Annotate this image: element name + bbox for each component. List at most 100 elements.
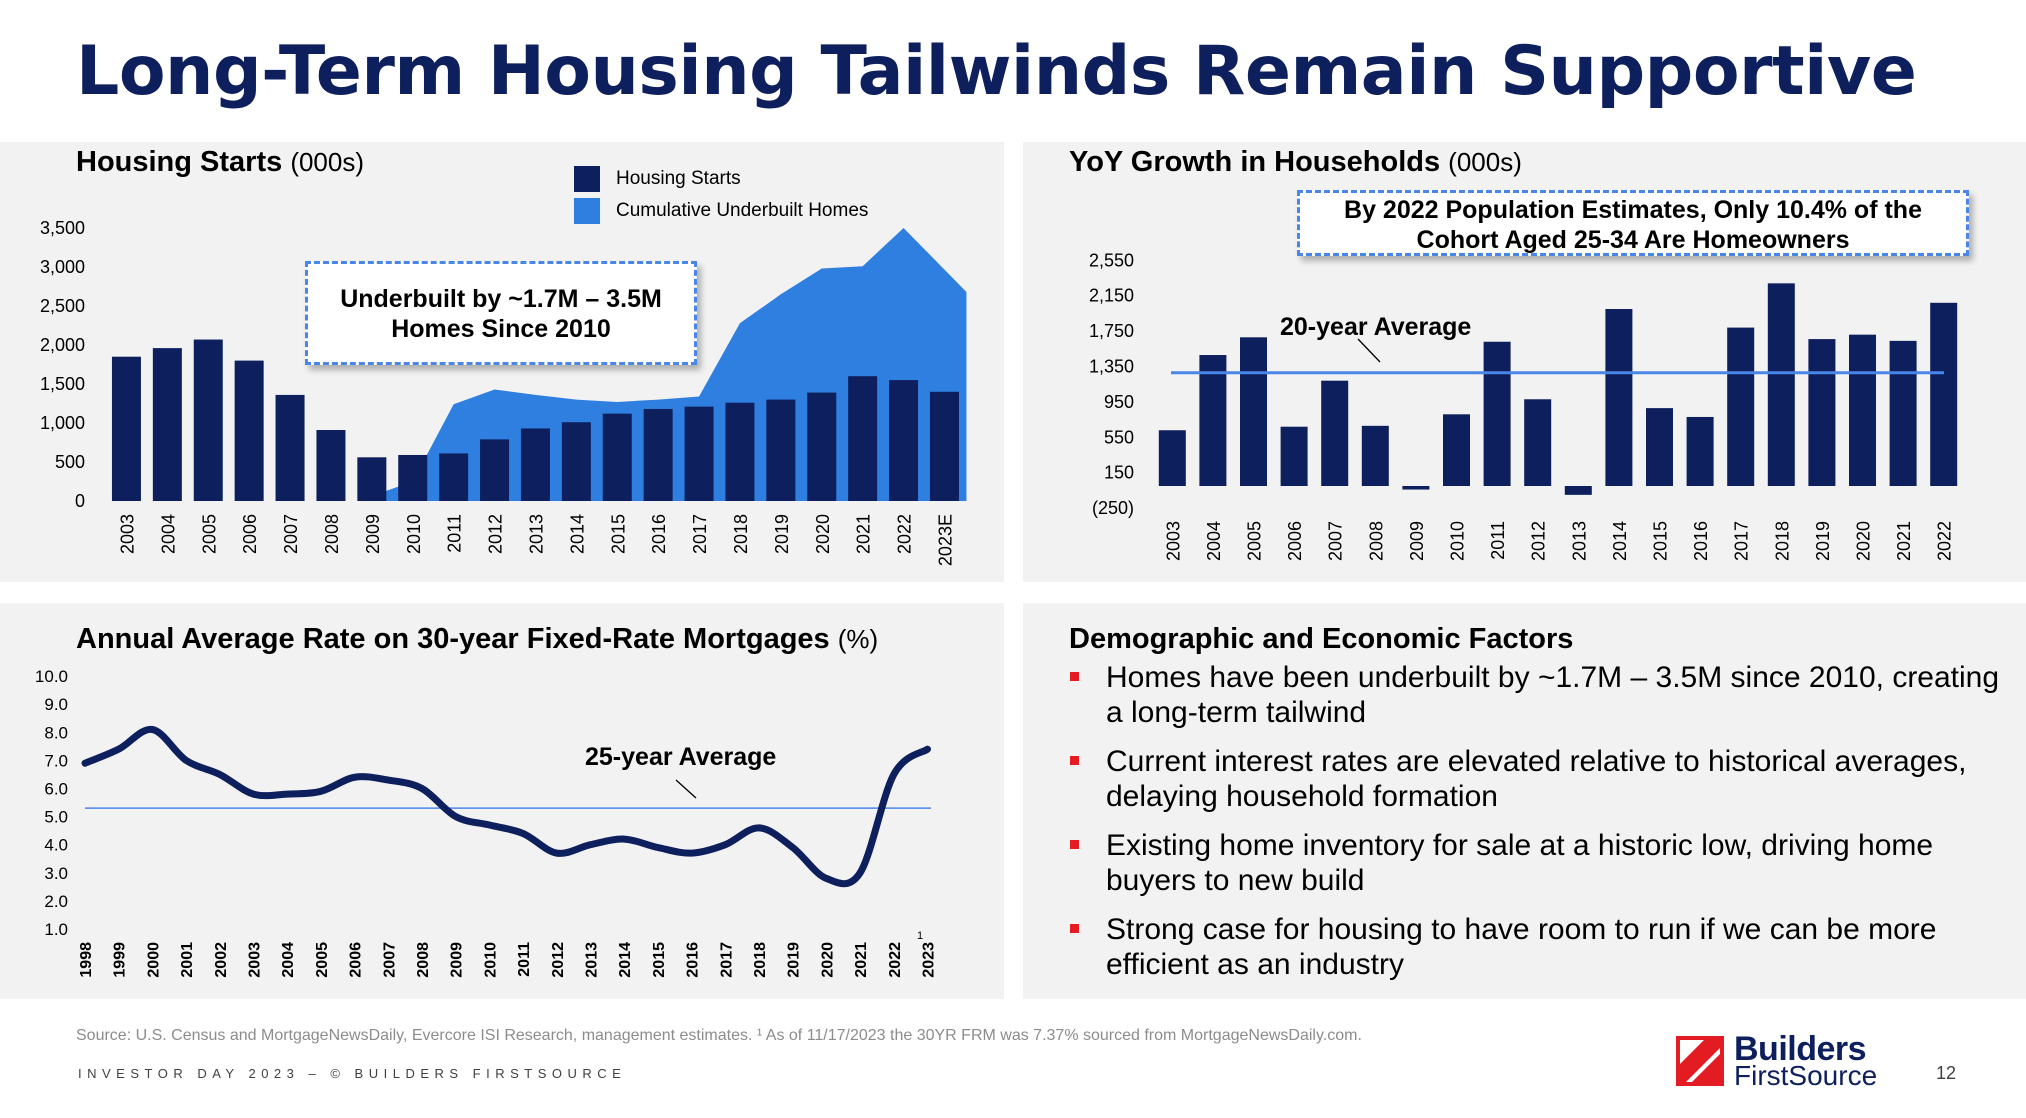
logo-mark-icon: [1676, 1036, 1724, 1086]
x-tick-label: 1998: [78, 942, 95, 978]
y-tick-label: 6.0: [44, 780, 68, 799]
x-tick-label: 2015: [1651, 521, 1671, 561]
housing-starts-bar: [643, 408, 673, 501]
household-growth-bar: [1646, 408, 1673, 486]
mortgage-rate-line: [81, 725, 931, 888]
x-tick-label: 2020: [813, 514, 833, 554]
y-tick-label: 950: [1104, 392, 1134, 412]
factor-item: Current interest rates are elevated rela…: [1069, 744, 2009, 814]
x-tick-label: 2020: [1854, 521, 1874, 561]
x-tick-label: 2004: [280, 942, 297, 978]
x-tick-label: 2010: [1448, 521, 1468, 561]
x-tick-label: 2020: [819, 942, 836, 978]
y-tick-label: 500: [55, 452, 85, 472]
x-tick-label: 2019: [772, 514, 792, 554]
y-tick-label: 2,000: [40, 335, 85, 355]
mortgage-title: Annual Average Rate on 30-year Fixed-Rat…: [76, 623, 879, 655]
y-tick-label: (250): [1092, 498, 1134, 518]
logo-text-line1: Builders: [1734, 1030, 1867, 1068]
x-tick-label: 2014: [567, 514, 587, 554]
housing-starts-bar: [602, 413, 632, 501]
x-tick-label: 2021: [853, 942, 870, 978]
page-number: 12: [1936, 1063, 1957, 1083]
y-tick-label: 0: [75, 491, 85, 511]
y-tick-label: 2.0: [44, 892, 68, 911]
average-label: 20-year Average: [1280, 313, 1471, 341]
household-growth-bar: [1199, 355, 1227, 486]
housing-starts-bar: [480, 439, 510, 501]
household-growth-bar: [1443, 414, 1470, 486]
household-growth-bar: [1605, 309, 1633, 486]
housing-starts-bar: [316, 430, 346, 501]
x-tick-label: 2007: [281, 514, 301, 554]
housing-starts-bar: [193, 339, 223, 501]
y-tick-label: 3.0: [44, 864, 68, 883]
mortgage-panel: [0, 603, 1004, 999]
x-tick-label: 2003: [247, 942, 264, 978]
x-tick-label: 2002: [213, 942, 230, 978]
household-growth-bar: [1240, 337, 1267, 486]
source-note: Source: U.S. Census and MortgageNewsDail…: [76, 1027, 1362, 1044]
housing-starts-bar: [889, 380, 919, 501]
x-tick-label: 2011: [516, 942, 533, 977]
x-tick-label: 2014: [617, 942, 634, 978]
legend-swatch: [574, 198, 600, 224]
x-tick-label: 2011: [1488, 521, 1508, 560]
household-growth-bar: [1727, 327, 1755, 486]
x-tick-label: 2009: [1407, 521, 1427, 561]
x-tick-label: 2012: [486, 514, 506, 554]
x-tick-label: 2006: [240, 514, 260, 554]
housing-starts-title: Housing Starts (000s): [76, 146, 365, 178]
average-label: 25-year Average: [585, 743, 776, 771]
x-tick-label: 2003: [117, 514, 137, 554]
legend-housing-starts: Housing Starts: [574, 166, 741, 192]
footer-text: INVESTOR DAY 2023 – © BUILDERS FIRSTSOUR…: [78, 1066, 627, 1081]
x-tick-label: 2014: [1610, 521, 1630, 561]
housing-starts-bar: [234, 360, 264, 501]
x-tick-label: 2022: [887, 942, 904, 978]
household-growth-bar: [1361, 425, 1389, 486]
x-tick-label: 2023E: [935, 514, 955, 566]
y-tick-label: 9.0: [44, 695, 68, 714]
y-tick-label: 550: [1104, 427, 1134, 447]
housing-starts-bar: [807, 392, 837, 501]
household-growth-bar: [1280, 426, 1308, 486]
x-tick-label: 2008: [415, 942, 432, 978]
x-tick-label: 2011: [445, 514, 465, 553]
x-tick-label: 2001: [179, 942, 196, 978]
y-tick-label: 3,500: [40, 218, 85, 238]
average-pointer: [675, 779, 697, 799]
household-growth-bar: [1767, 283, 1795, 486]
x-tick-label: 2022: [1935, 521, 1955, 561]
housing-starts-bar: [439, 453, 469, 501]
x-tick-label: 2015: [651, 942, 668, 978]
y-tick-label: 1.0: [44, 920, 68, 939]
housing-starts-bar: [725, 402, 755, 501]
x-tick-label: 2022: [895, 514, 915, 554]
housing-starts-bar: [111, 356, 141, 501]
builders-firstsource-logo: Builders FirstSource: [1676, 1030, 1877, 1091]
bullet-square: [1070, 840, 1079, 849]
x-tick-label: 2004: [158, 514, 178, 554]
y-tick-label: 4.0: [44, 836, 68, 855]
average-pointer: [1357, 338, 1381, 363]
y-tick-label: 3,000: [40, 257, 85, 277]
page-title: Long-Term Housing Tailwinds Remain Suppo…: [76, 32, 1917, 111]
x-tick-label: 2009: [363, 514, 383, 554]
household-growth-bar: [1321, 380, 1349, 486]
x-tick-label: 2010: [404, 514, 424, 554]
x-tick-label: 2015: [608, 514, 628, 554]
x-tick-label: 2018: [752, 942, 769, 978]
housing-starts-bar: [684, 406, 714, 501]
x-tick-label: 2009: [449, 942, 466, 978]
x-tick-label: 2005: [314, 942, 331, 978]
housing-starts-bar: [152, 348, 182, 501]
x-tick-label: 2013: [1569, 521, 1589, 561]
x-tick-label: 2006: [1285, 521, 1305, 561]
logo-text-line2: FirstSource: [1734, 1060, 1878, 1091]
x-tick-label: 2006: [348, 942, 365, 978]
x-tick-label: 2008: [322, 514, 342, 554]
